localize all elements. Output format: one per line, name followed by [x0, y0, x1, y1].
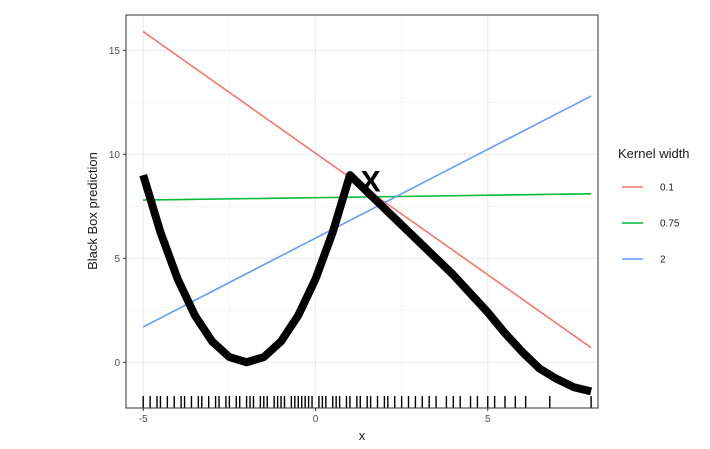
x-tick-label: 5: [485, 414, 491, 425]
rug: [142, 396, 592, 408]
series-line-2: [142, 95, 592, 328]
y-tick-label: 15: [109, 46, 121, 57]
grid-lines: [126, 15, 598, 408]
y-tick-label: 5: [114, 254, 120, 265]
black-box-line: [139, 171, 593, 396]
x-tick-label: 0: [313, 414, 319, 425]
panel-background: [126, 15, 598, 408]
y-tick-label: 0: [114, 358, 120, 369]
x-axis-title: x: [359, 428, 366, 443]
legend-label: 0.75: [660, 219, 680, 230]
legend-label: 0.1: [660, 183, 674, 194]
panel-border: [125, 14, 599, 409]
axis-ticks: -5 0 5 0 5 10 15: [109, 46, 491, 425]
legend: Kernel width 0.1 0.75 2: [618, 146, 690, 266]
legend-title: Kernel width: [618, 146, 690, 161]
legend-label: 2: [660, 255, 666, 266]
x-tick-label: -5: [139, 414, 148, 425]
y-tick-label: 10: [109, 150, 121, 161]
y-axis-title: Black Box prediction: [85, 152, 100, 270]
black-box-curve: [139, 171, 593, 396]
point-of-interest-label: X: [361, 165, 381, 198]
legend-entries: 0.1 0.75 2: [622, 183, 680, 266]
